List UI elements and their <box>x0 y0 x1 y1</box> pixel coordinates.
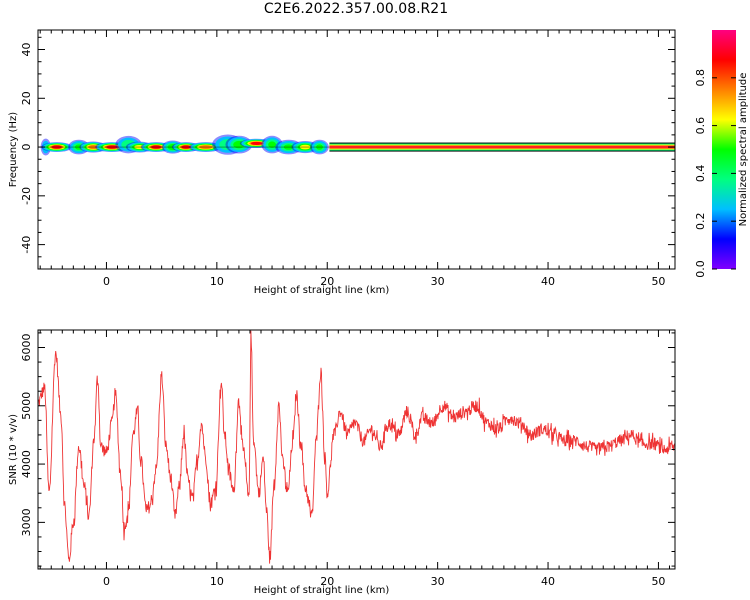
y-tick-label: 5000 <box>20 392 33 420</box>
heatmap-plot <box>38 134 675 156</box>
x-tick-label: 30 <box>431 575 445 588</box>
colorbar: 0.0 0.2 0.4 0.6 0.8 Normalized spectral ampli… <box>694 30 749 278</box>
heatmap-frame <box>37 29 676 270</box>
y-tick-label: 40 <box>20 43 33 57</box>
title: C2E6.2022.357.00.08.R21 <box>263 1 449 17</box>
y-tick-label: 6000 <box>20 333 33 361</box>
x-tick-label: 10 <box>210 275 224 288</box>
colorbar-tick-label: 0.8 <box>694 69 707 87</box>
x-tick-label: 10 <box>210 575 224 588</box>
snr-x-label: Height of straight line (km) <box>254 585 390 596</box>
x-tick-label: 20 <box>320 275 334 288</box>
x-tick-label: 20 <box>320 575 334 588</box>
y-tick-label: 20 <box>20 91 33 105</box>
heatmap-contour <box>268 141 276 148</box>
snr-axes: 0 10 20 30 40 50 3000 4000 5000 6000 <box>20 329 676 588</box>
y-tick-label: 0 <box>20 144 33 151</box>
x-tick-label: 40 <box>541 275 555 288</box>
x-tick-label: 30 <box>431 275 445 288</box>
colorbar-tick-label: 0.0 <box>694 260 707 278</box>
snr-frame <box>37 329 676 570</box>
heatmap-y-label: Frequency (Hz) <box>8 112 19 188</box>
x-tick-label: 50 <box>651 575 665 588</box>
x-tick-label: 0 <box>103 275 110 288</box>
band-core <box>329 145 675 149</box>
colorbar-label: Normalized spectral amplitude <box>738 73 749 227</box>
colorbar-tick-label: 0.6 <box>694 117 707 135</box>
y-tick-label: -40 <box>20 236 33 254</box>
snr-series-line <box>38 330 675 564</box>
y-tick-label: 4000 <box>20 450 33 478</box>
y-tick-label: -20 <box>20 187 33 205</box>
heatmap-axes: 0 10 20 30 40 50 -40 -20 0 20 40 <box>20 29 676 288</box>
colorbar-fill <box>712 30 736 269</box>
heatmap-contour <box>250 141 263 145</box>
heatmap-x-label: Height of straight line (km) <box>254 285 390 296</box>
x-tick-label: 50 <box>651 275 665 288</box>
x-tick-label: 40 <box>541 575 555 588</box>
line-plot <box>38 330 675 564</box>
colorbar-tick-label: 0.4 <box>694 165 707 183</box>
colorbar-tick-label: 0.2 <box>694 212 707 230</box>
y-tick-label: 3000 <box>20 508 33 536</box>
x-tick-label: 0 <box>103 575 110 588</box>
snr-y-label: SNR (10 * v/v) <box>8 414 19 485</box>
